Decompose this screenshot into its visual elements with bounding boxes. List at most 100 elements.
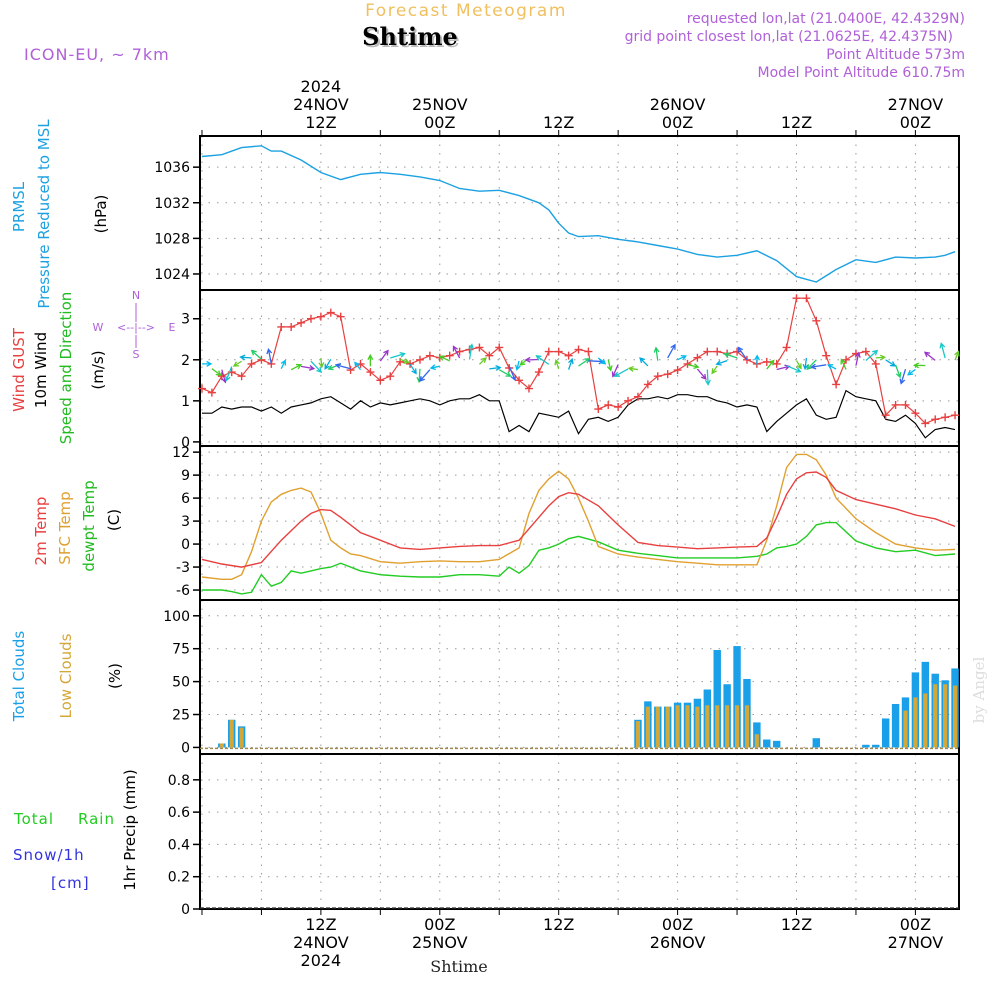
gust-marker (406, 359, 415, 368)
gust-marker (733, 347, 742, 356)
wind-direction-arrow (318, 357, 325, 369)
wind-direction-arrow (379, 349, 389, 362)
gust-marker (772, 359, 781, 368)
dewpoint-line (202, 521, 956, 595)
wind-direction-arrow (478, 357, 487, 365)
wind-direction-arrow (300, 364, 316, 371)
wind-direction-arrow (211, 368, 222, 377)
wind-direction-arrow (723, 352, 738, 359)
low-cloud-bar (943, 684, 948, 748)
point-altitude: Point Altitude 573m (826, 47, 965, 63)
gust-marker (584, 347, 593, 356)
y-tick-label: 0 (181, 435, 190, 451)
temp-ylabel: (C) (105, 509, 123, 531)
wind-direction-arrow (334, 363, 351, 370)
gust-marker (366, 368, 375, 377)
panel-frame (199, 599, 960, 755)
gust-marker (306, 314, 315, 323)
gust-marker (287, 322, 296, 331)
time-label-bottom: 00Z (424, 915, 455, 934)
gust-marker (445, 351, 454, 360)
y-tick-label: 0.2 (168, 870, 190, 886)
sfc-temp-line (201, 453, 956, 580)
y-tick-label: 25 (172, 708, 190, 724)
low-cloud-bar (665, 706, 670, 748)
wind-direction-arrow (468, 343, 475, 360)
low-cloud-bar (219, 743, 224, 748)
gust-marker (564, 351, 573, 360)
y-tick-label: 3 (181, 514, 190, 530)
wind-10m-line (202, 389, 956, 439)
low-cloud-bar (705, 705, 710, 748)
total-cloud-bar (881, 718, 890, 748)
precip-label-total: Total (13, 810, 54, 828)
gust-marker (594, 405, 603, 414)
wind-direction-arrow (795, 360, 802, 370)
gust-marker (931, 415, 940, 424)
cloud-label-low: Low Clouds (57, 633, 75, 718)
y-tick-label: 12 (172, 445, 190, 461)
temp-labels: 2m Temp SFC Temp dewpt Temp (C) (32, 480, 123, 571)
gust-marker (247, 359, 256, 368)
total-cloud-bar (812, 738, 821, 748)
y-tick-label: 0.4 (168, 837, 190, 853)
gust-marker (197, 384, 206, 393)
wind-direction-arrow (865, 349, 879, 361)
pressure-line (201, 145, 956, 283)
wind-direction-arrow (310, 360, 323, 374)
y-tick-label: 0 (181, 740, 190, 756)
wind-direction-arrow (429, 364, 440, 371)
gust-marker (376, 376, 385, 385)
time-label-bottom: 00Z (900, 915, 931, 934)
y-tick-label: 9 (181, 468, 190, 484)
gust-marker (643, 380, 652, 389)
gust-marker (921, 419, 930, 428)
gust-marker (693, 353, 702, 362)
wind-direction-arrow (266, 347, 273, 365)
gust-marker (861, 347, 870, 356)
time-label-top: 27NOV (888, 95, 944, 114)
y-tick-label: -6 (176, 583, 190, 599)
wind-direction-arrow (489, 365, 502, 371)
low-cloud-bar (735, 705, 740, 748)
time-label-bottom: 25NOV (412, 933, 468, 952)
gust-marker (703, 347, 712, 356)
2m-temp-line (201, 471, 956, 568)
gust-marker (832, 380, 841, 389)
model-label: ICON-EU, ~ 7km (24, 45, 170, 64)
time-label-bottom: 12Z (781, 915, 812, 934)
low-cloud-bar (239, 727, 244, 748)
time-label-top: 25NOV (412, 95, 468, 114)
gust-marker (871, 359, 880, 368)
wind-direction-arrow (498, 369, 512, 377)
wind-direction-arrow (354, 361, 362, 371)
wind-direction-arrow (786, 365, 802, 373)
wind-direction-arrow (627, 365, 639, 372)
wind-direction-arrow (810, 363, 827, 370)
y-tick-label: 100 (163, 609, 190, 625)
panel-frame (199, 135, 960, 291)
wind-direction-arrow (438, 355, 450, 362)
low-cloud-bar (933, 684, 938, 748)
total-cloud-bar (763, 739, 771, 748)
wind-label-gust: Wind GUST (10, 327, 28, 412)
wind-direction-arrow (508, 365, 517, 382)
low-cloud-bar (645, 706, 650, 748)
gust-marker (802, 294, 811, 303)
wind-direction-arrow (854, 351, 861, 366)
location-title-shadow: Shtime (364, 24, 460, 53)
wind-direction-arrow (899, 368, 907, 385)
gust-marker (485, 351, 494, 360)
precip-labels: Total Rain Snow/1h [cm] 1hr Precip (mm) (13, 769, 139, 892)
wind-direction-arrow (737, 346, 748, 361)
gust-marker (822, 351, 831, 360)
precip-label-rain: Rain (78, 810, 115, 828)
low-cloud-bar (923, 693, 928, 748)
wind-direction-arrow (653, 346, 660, 361)
credit-watermark: by Angel (970, 656, 988, 723)
temp-label-dew: dewpt Temp (80, 480, 98, 571)
wind-direction-arrow (201, 360, 213, 367)
wind-direction-arrow (232, 360, 242, 367)
total-cloud-bar (862, 744, 870, 748)
total-cloud-bar (872, 744, 880, 748)
